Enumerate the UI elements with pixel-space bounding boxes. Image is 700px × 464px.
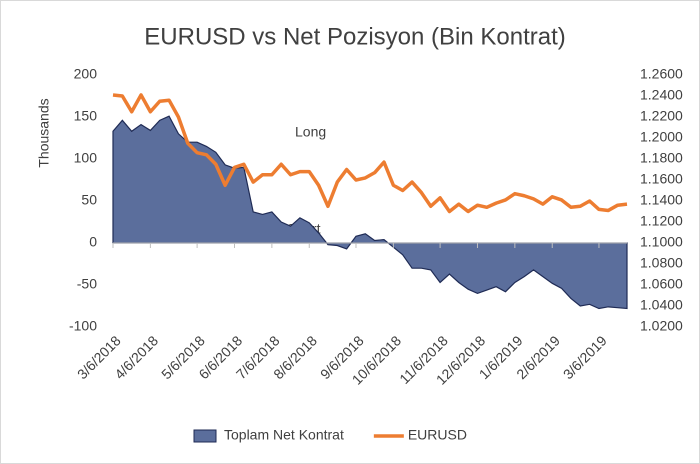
y2-tick-label: 1.0200 — [640, 318, 683, 334]
y2-tick-label: 1.0600 — [640, 276, 683, 292]
area-series — [112, 115, 628, 310]
y2-tick-label: 1.0800 — [640, 255, 683, 271]
y2-tick-label: 1.1800 — [640, 150, 683, 166]
y-tick-label: -50 — [77, 276, 97, 292]
y-tick-label: 100 — [74, 150, 98, 166]
y2-tick-label: 1.1000 — [640, 234, 683, 250]
y2-tick-label: 1.2400 — [640, 87, 683, 103]
y-tick-label: -100 — [69, 318, 97, 334]
y2-tick-label: 1.0400 — [640, 297, 683, 313]
legend-label: Toplam Net Kontrat — [224, 427, 344, 443]
y-tick-label: 50 — [81, 192, 97, 208]
line-series — [112, 93, 628, 214]
y-tick-label: 200 — [74, 66, 98, 82]
y2-tick-label: 1.1400 — [640, 192, 683, 208]
y2-tick-label: 1.2600 — [640, 66, 683, 82]
y2-tick-label: 1.1200 — [640, 213, 683, 229]
y-tick-label: 150 — [74, 108, 98, 124]
y-tick-label: 0 — [89, 234, 97, 250]
legend-swatch — [193, 429, 217, 443]
chart-title: EURUSD vs Net Pozisyon (Bin Kontrat) — [144, 23, 565, 50]
legend-label: EURUSD — [408, 427, 467, 443]
annotation: Long — [295, 124, 326, 140]
y2-tick-label: 1.2000 — [640, 129, 683, 145]
y2-tick-label: 1.2200 — [640, 108, 683, 124]
y-axis-label: Thousands — [36, 98, 52, 167]
y2-tick-label: 1.1600 — [640, 171, 683, 187]
